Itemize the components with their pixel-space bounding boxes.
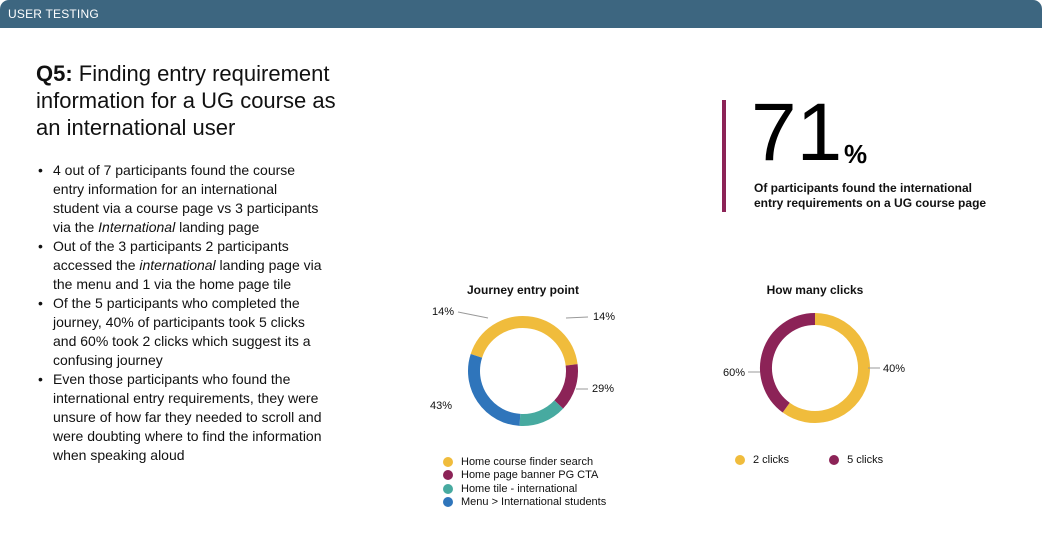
- legend-dot-icon: [443, 470, 453, 481]
- legend-dot-icon: [443, 456, 453, 467]
- header-bar: USER TESTING: [0, 0, 1042, 28]
- legend-label: Menu > International students: [461, 496, 607, 509]
- stat-unit: %: [844, 139, 868, 169]
- finding-text: Even those participants who found the in…: [53, 371, 322, 463]
- header-label: USER TESTING: [8, 7, 99, 21]
- finding-text: landing page via the menu and 1 via the …: [53, 257, 322, 292]
- legend-dot-icon: [829, 454, 840, 465]
- donut-slice: [782, 313, 870, 423]
- chart-title-journey: Journey entry point: [466, 283, 579, 297]
- stat-value: 71: [751, 87, 843, 178]
- legend-item: 5 clicks: [829, 453, 883, 467]
- slice-label-leader: [457, 311, 489, 319]
- chart-title-clicks: How many clicks: [766, 283, 864, 297]
- question-text: Finding entry requirement information fo…: [36, 61, 336, 140]
- slice-label: 29%: [592, 383, 614, 395]
- donut-slice: [470, 316, 578, 366]
- finding-item: 4 out of 7 participants found the course…: [36, 161, 326, 237]
- stat-caption: Of participants found the international …: [754, 181, 987, 210]
- legend-dot-icon: [443, 483, 453, 494]
- legend-label: Home tile - international: [461, 482, 578, 495]
- donut-slice: [760, 313, 816, 413]
- slice-label: 40%: [883, 363, 905, 375]
- findings-list: 4 out of 7 participants found the course…: [36, 161, 326, 465]
- legend-journey: Home course finder search Home page banne…: [443, 455, 606, 509]
- donut-slice: [519, 400, 564, 426]
- finding-text: international: [139, 257, 216, 273]
- legend-label: 5 clicks: [847, 453, 884, 466]
- slice-label: 14%: [593, 311, 615, 323]
- legend-item: Home page banner PG CTA: [443, 469, 606, 483]
- finding-item: Even those participants who found the in…: [36, 370, 326, 465]
- legend-clicks: 2 clicks 5 clicks: [735, 453, 923, 467]
- donut-slice: [554, 364, 578, 409]
- slice-label: 43%: [430, 400, 452, 412]
- finding-text: 4 out of 7 participants found the course…: [53, 162, 319, 235]
- finding-item: Of the 5 participants who completed the …: [36, 294, 326, 370]
- finding-text: Of the 5 participants who completed the …: [53, 295, 311, 368]
- page-title: Q5: Finding entry requirement informatio…: [36, 60, 356, 141]
- legend-item: Home course finder search: [443, 455, 606, 469]
- finding-text: Out of the 3 participants 2 participants…: [53, 238, 289, 273]
- legend-item: Home tile - international: [443, 482, 606, 496]
- legend-label: Home course finder search: [461, 455, 594, 468]
- stat-accent-bar: [722, 100, 726, 212]
- slice-label: 14%: [432, 306, 454, 318]
- legend-dot-icon: [443, 497, 453, 508]
- finding-text: International: [98, 219, 176, 235]
- slice-label: 60%: [723, 367, 745, 379]
- legend-label: Home page banner PG CTA: [461, 469, 599, 482]
- legend-label: 2 clicks: [753, 453, 790, 466]
- legend-dot-icon: [735, 454, 745, 465]
- finding-item: Out of the 3 participants 2 participants…: [36, 237, 326, 294]
- question-number: Q5:: [36, 61, 73, 86]
- legend-item: Menu > International students: [443, 496, 606, 510]
- legend-item: 2 clicks: [735, 453, 789, 467]
- slice-label-leader: [565, 316, 589, 319]
- donut-slice: [468, 354, 521, 426]
- finding-text: landing page: [175, 219, 260, 235]
